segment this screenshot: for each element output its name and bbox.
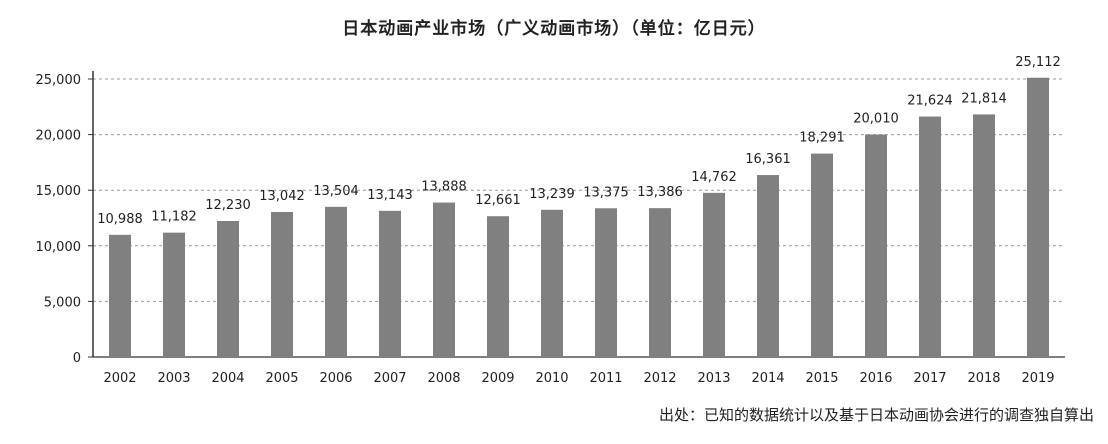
bar [649, 208, 671, 357]
data-label: 10,988 [97, 212, 143, 227]
y-tick-label: 10,000 [36, 240, 82, 255]
data-label: 16,361 [745, 152, 791, 167]
data-label: 13,042 [259, 189, 305, 204]
data-label: 20,010 [853, 111, 899, 126]
x-tick-label: 2012 [643, 371, 676, 386]
data-label: 12,230 [205, 198, 251, 213]
bar [217, 221, 239, 357]
y-tick-label: 5,000 [44, 295, 81, 310]
x-tick-label: 2013 [697, 371, 730, 386]
chart-title: 日本动画产业市场（广义动画市场）（单位：亿日元） [342, 19, 766, 39]
data-label: 11,182 [151, 210, 197, 225]
x-tick-label: 2010 [535, 371, 568, 386]
bar [541, 209, 563, 357]
x-tick-label: 2003 [157, 371, 190, 386]
bar [811, 153, 833, 357]
x-tick-label: 2018 [967, 371, 1000, 386]
bar [919, 116, 941, 357]
x-tick-label: 2014 [751, 371, 784, 386]
bar [163, 232, 185, 357]
bar [271, 211, 293, 357]
data-label: 13,504 [313, 184, 359, 199]
bar [595, 208, 617, 357]
y-tick-label: 0 [73, 351, 81, 366]
bar [1027, 77, 1049, 357]
bar [973, 114, 995, 358]
x-tick-label: 2015 [805, 371, 838, 386]
bar [379, 210, 401, 357]
x-tick-label: 2007 [373, 371, 406, 386]
x-tick-label: 2009 [481, 371, 514, 386]
x-tick-label: 2016 [859, 371, 892, 386]
data-label: 14,762 [691, 170, 737, 185]
bar [703, 192, 725, 357]
y-tick-label: 25,000 [36, 73, 82, 88]
data-label: 13,143 [367, 188, 413, 203]
bar [487, 216, 509, 357]
data-label: 21,814 [961, 91, 1007, 106]
bar [325, 206, 347, 357]
source-note: 出处：已知的数据统计以及基于日本动画协会进行的调查独自算出 [658, 406, 1094, 424]
bar [865, 134, 887, 357]
data-label: 13,888 [421, 180, 467, 195]
y-tick-label: 20,000 [36, 129, 82, 144]
x-tick-label: 2008 [427, 371, 460, 386]
data-label: 21,624 [907, 94, 953, 109]
x-tick-label: 2011 [589, 371, 622, 386]
x-tick-label: 2002 [103, 371, 136, 386]
x-tick-label: 2004 [211, 371, 244, 386]
x-tick-label: 2019 [1021, 371, 1054, 386]
data-label: 13,239 [529, 187, 575, 202]
data-label: 25,112 [1015, 55, 1061, 70]
data-label: 18,291 [799, 131, 845, 146]
data-label: 12,661 [475, 193, 521, 208]
bar [109, 234, 131, 357]
x-tick-label: 2005 [265, 371, 298, 386]
data-label: 13,386 [637, 185, 683, 200]
bar [433, 202, 455, 357]
y-tick-label: 15,000 [36, 184, 82, 199]
x-tick-label: 2017 [913, 371, 946, 386]
bar [757, 175, 779, 357]
data-label: 13,375 [583, 185, 629, 200]
x-tick-label: 2006 [319, 371, 352, 386]
